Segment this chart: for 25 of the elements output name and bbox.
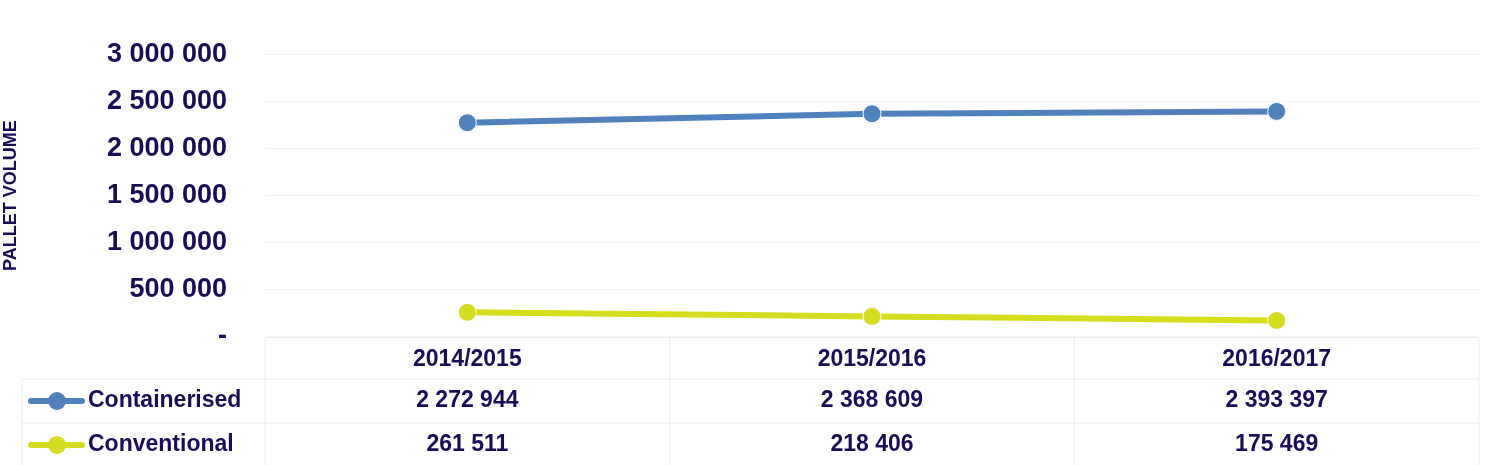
- y-tick-label: 500 000: [129, 273, 227, 304]
- data-label: 218 406: [830, 430, 914, 457]
- data-label: 2 368 609: [820, 386, 924, 413]
- point: [1267, 101, 1287, 121]
- data-label: 261 511: [426, 430, 509, 457]
- y-tick-label: 1 500 000: [106, 179, 227, 210]
- y-tick-label: 3 000 000: [106, 37, 227, 68]
- x-tick-label: 2014/2015: [412, 345, 522, 372]
- x-tick-label: 2015/2016: [817, 345, 927, 372]
- point: [862, 306, 882, 326]
- y-axis-title: PALLET VOLUME: [0, 120, 20, 271]
- point: [457, 302, 477, 322]
- y-tick-label: 2 000 000: [106, 131, 227, 162]
- data-label: 2 393 397: [1225, 386, 1328, 413]
- legend-label: Conventional: [88, 430, 234, 457]
- data-label: 2 272 944: [416, 386, 519, 413]
- y-tick-label: -: [218, 320, 227, 351]
- point: [862, 104, 882, 124]
- point: [1267, 310, 1287, 330]
- y-tick-label: 2 500 000: [106, 84, 227, 115]
- y-tick-label: 1 000 000: [106, 226, 227, 257]
- data-label: 175 469: [1235, 430, 1319, 457]
- point: [457, 113, 477, 133]
- x-tick-label: 2016/2017: [1222, 345, 1332, 372]
- legend-label: Containerised: [88, 386, 242, 413]
